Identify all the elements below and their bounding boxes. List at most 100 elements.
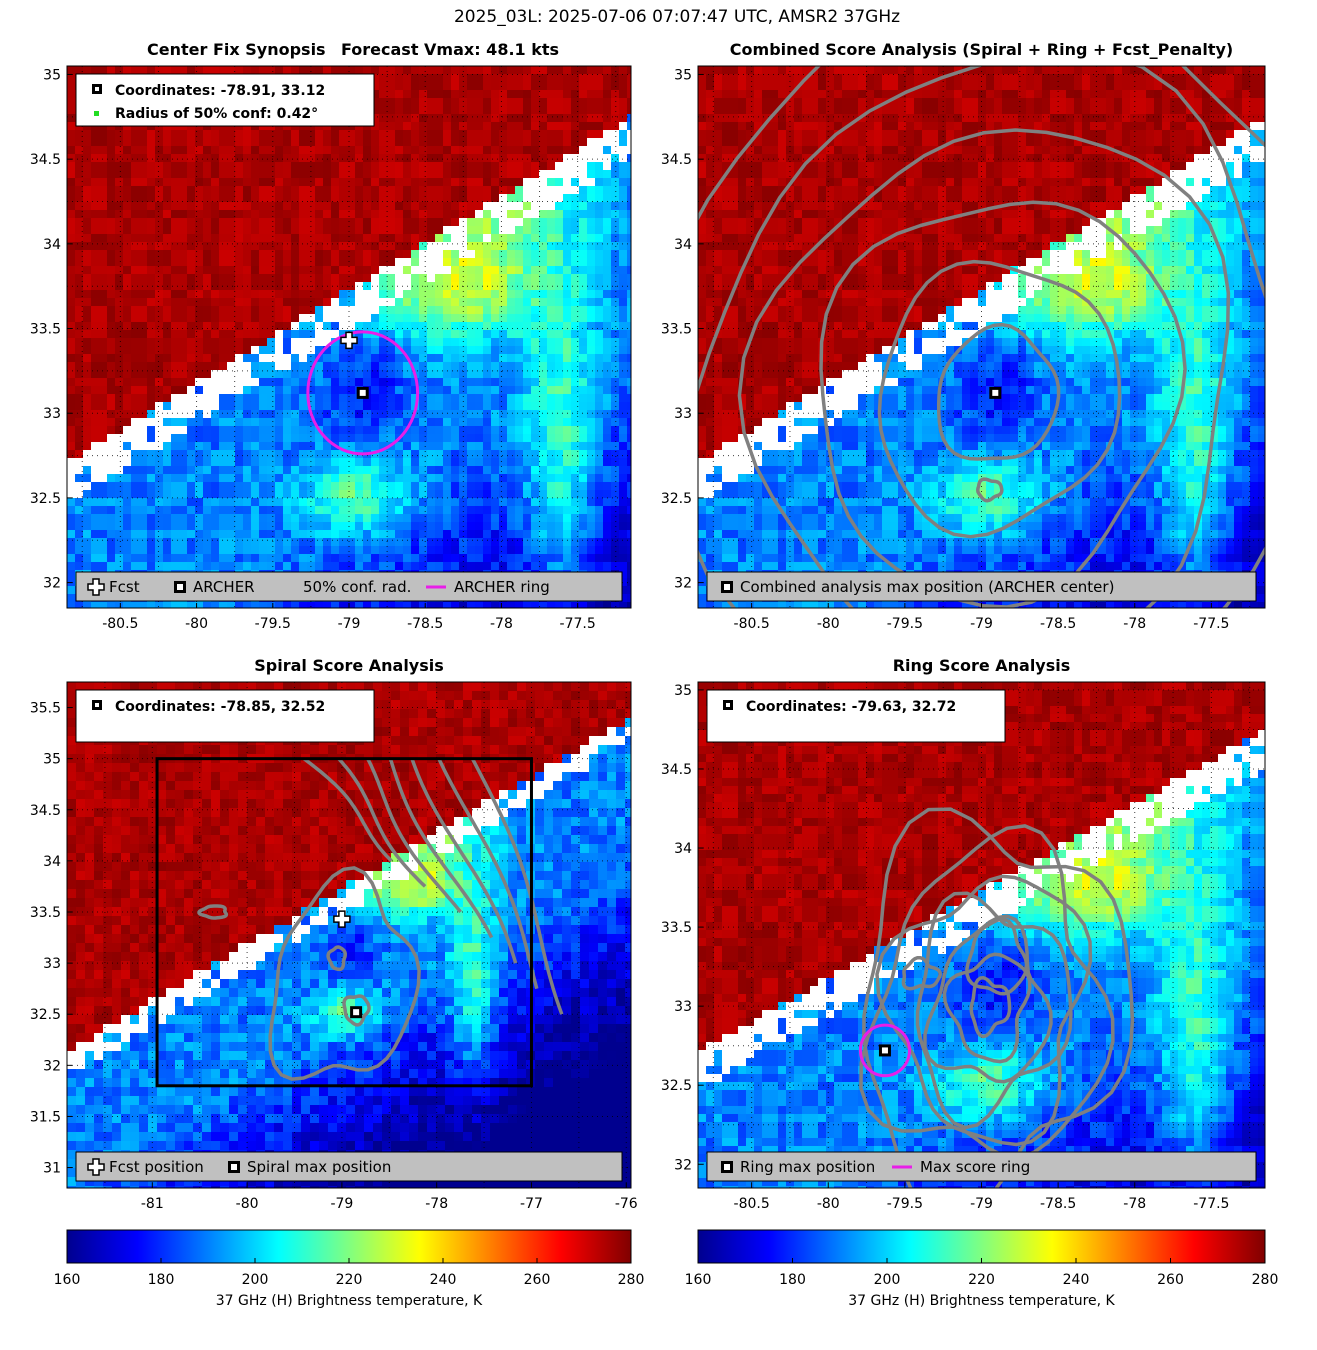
heatmap-cell: [75, 186, 84, 195]
heatmap-cell: [67, 170, 76, 179]
heatmap-cell: [131, 362, 140, 371]
heatmap-cell: [67, 178, 76, 187]
heatmap-cell: [499, 322, 508, 331]
heatmap-cell: [395, 354, 404, 363]
heatmap-cell: [435, 274, 444, 283]
heatmap-cell: [427, 314, 436, 323]
heatmap-cell: [179, 442, 188, 451]
heatmap-cell: [451, 322, 460, 331]
heatmap-cell: [547, 170, 556, 179]
heatmap-cell: [315, 370, 324, 379]
heatmap-cell: [171, 226, 180, 235]
heatmap-cell: [419, 554, 428, 563]
heatmap-cell: [531, 426, 540, 435]
heatmap-cell: [275, 554, 284, 563]
heatmap-cell: [227, 490, 236, 499]
heatmap-cell: [603, 162, 612, 171]
heatmap-cell: [491, 482, 500, 491]
heatmap-cell: [459, 498, 468, 507]
heatmap-cell: [163, 218, 172, 227]
heatmap-cell: [99, 162, 108, 171]
heatmap-cell: [499, 386, 508, 395]
heatmap-cell: [355, 66, 364, 75]
heatmap-cell: [531, 250, 540, 259]
heatmap-cell: [387, 402, 396, 411]
heatmap-cell: [259, 514, 268, 523]
heatmap-cell: [355, 482, 364, 491]
heatmap-cell: [99, 506, 108, 515]
panel-title-right: Forecast Vmax: 48.1 kts: [341, 40, 559, 59]
heatmap-cell: [611, 266, 620, 275]
heatmap-cell: [283, 138, 292, 147]
heatmap-cell: [139, 146, 148, 155]
heatmap-cell: [195, 370, 204, 379]
heatmap-cell: [243, 322, 252, 331]
heatmap-cell: [187, 362, 196, 371]
heatmap-cell: [579, 218, 588, 227]
heatmap-cell: [251, 506, 260, 515]
heatmap-cell: [579, 322, 588, 331]
heatmap-cell: [99, 466, 108, 475]
heatmap-cell: [619, 546, 628, 555]
heatmap-cell: [371, 186, 380, 195]
heatmap-cell: [115, 178, 124, 187]
heatmap-cell: [435, 466, 444, 475]
heatmap-cell: [227, 170, 236, 179]
heatmap-cell: [890, 66, 899, 75]
heatmap-cell: [371, 202, 380, 211]
heatmap-cell: [475, 442, 484, 451]
heatmap-cell: [187, 530, 196, 539]
heatmap-cell: [379, 186, 388, 195]
heatmap-cell: [195, 282, 204, 291]
heatmap-cell: [171, 362, 180, 371]
heatmap-cell: [323, 186, 332, 195]
heatmap-cell: [403, 410, 412, 419]
heatmap-cell: [83, 194, 92, 203]
heatmap-cell: [171, 314, 180, 323]
heatmap-cell: [115, 394, 124, 403]
heatmap-cell: [475, 226, 484, 235]
heatmap-cell: [371, 122, 380, 131]
heatmap-cell: [507, 354, 516, 363]
heatmap-cell: [571, 498, 580, 507]
heatmap-cell: [467, 210, 476, 219]
heatmap-cell: [331, 386, 340, 395]
heatmap-cell: [227, 210, 236, 219]
heatmap-cell: [435, 250, 444, 259]
heatmap-cell: [499, 162, 508, 171]
heatmap-cell: [387, 482, 396, 491]
heatmap-cell: [1258, 66, 1265, 75]
heatmap-cell: [67, 506, 76, 515]
heatmap-cell: [115, 306, 124, 315]
heatmap-cell: [499, 426, 508, 435]
heatmap-cell: [483, 426, 492, 435]
heatmap-cell: [235, 466, 244, 475]
heatmap-cell: [195, 562, 204, 571]
heatmap-cell: [619, 106, 628, 115]
heatmap-cell: [323, 226, 332, 235]
heatmap-cell: [259, 402, 268, 411]
heatmap-cell: [403, 466, 412, 475]
heatmap-cell: [243, 450, 252, 459]
heatmap-cell: [994, 66, 1003, 75]
heatmap-cell: [403, 538, 412, 547]
heatmap-cell: [75, 266, 84, 275]
heatmap-cell: [435, 74, 444, 83]
heatmap-cell: [611, 178, 620, 187]
heatmap-cell: [403, 226, 412, 235]
heatmap-cell: [531, 458, 540, 467]
heatmap-cell: [227, 442, 236, 451]
heatmap-cell: [547, 66, 556, 75]
heatmap-cell: [467, 202, 476, 211]
heatmap-cell: [627, 522, 631, 531]
heatmap-cell: [323, 298, 332, 307]
heatmap-cell: [595, 162, 604, 171]
y-tick-label: 34: [43, 237, 61, 253]
heatmap-cell: [267, 354, 276, 363]
heatmap-cell: [123, 138, 132, 147]
heatmap-cell: [419, 234, 428, 243]
heatmap-cell: [475, 394, 484, 403]
heatmap-cell: [579, 210, 588, 219]
heatmap-cell: [331, 210, 340, 219]
heatmap-cell: [219, 170, 228, 179]
